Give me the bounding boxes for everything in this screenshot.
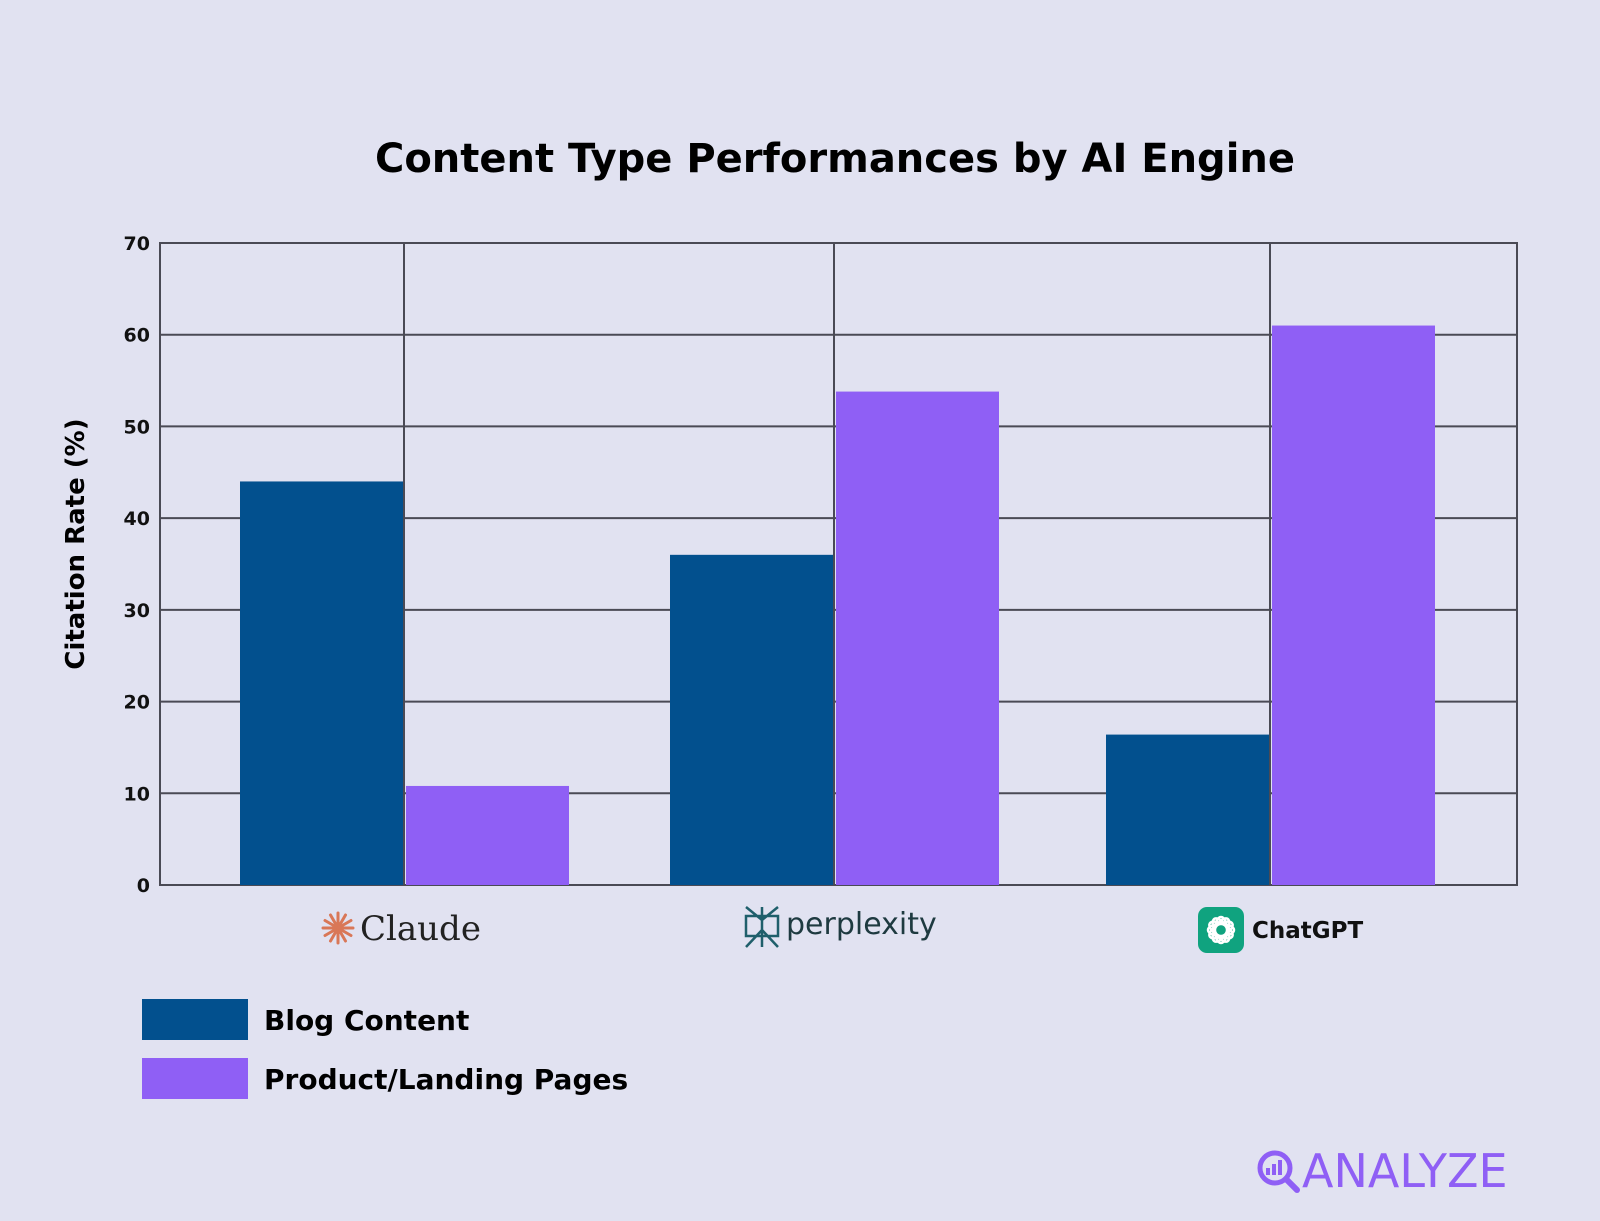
y-ticks: 0 10 20 30 40 50 60 70: [124, 233, 150, 897]
chatgpt-logo-icon: [1198, 907, 1244, 953]
category-label: Claude: [360, 909, 481, 949]
y-tick-label: 20: [124, 692, 150, 714]
magnifier-chart-icon: [1257, 1150, 1300, 1193]
analyze-logo: ANALYZE: [1257, 1144, 1508, 1198]
bar-chatgpt-blog: [1106, 734, 1269, 885]
y-tick-label: 50: [124, 416, 150, 438]
y-tick-label: 0: [137, 875, 150, 897]
bar-claude-blog: [240, 481, 403, 885]
category-label: ChatGPT: [1252, 918, 1364, 944]
legend-label: Blog Content: [264, 1004, 469, 1037]
legend-label: Product/Landing Pages: [264, 1063, 628, 1096]
y-axis-label: Citation Rate (%): [61, 418, 91, 669]
claude-logo-icon: [321, 911, 355, 945]
y-tick-label: 60: [124, 325, 150, 347]
chart-title: Content Type Performances by AI Engine: [375, 136, 1295, 182]
brand-name: ANALYZE: [1302, 1144, 1508, 1198]
x-categories: Claude perplexity ChatGPT: [321, 906, 1364, 953]
category-label: perplexity: [786, 907, 937, 942]
bars: [240, 325, 1435, 885]
y-tick-label: 30: [124, 600, 150, 622]
legend-swatch: [142, 1058, 248, 1099]
y-tick-label: 70: [124, 233, 150, 255]
y-tick-label: 10: [124, 783, 150, 805]
bar-claude-product: [406, 785, 569, 885]
perplexity-logo-icon: [744, 906, 780, 948]
legend: Blog Content Product/Landing Pages: [142, 999, 628, 1099]
legend-swatch: [142, 999, 248, 1040]
y-tick-label: 40: [124, 508, 150, 530]
bar-chatgpt-product: [1272, 325, 1435, 885]
bar-perplexity-product: [836, 391, 999, 885]
bar-perplexity-blog: [670, 554, 833, 885]
